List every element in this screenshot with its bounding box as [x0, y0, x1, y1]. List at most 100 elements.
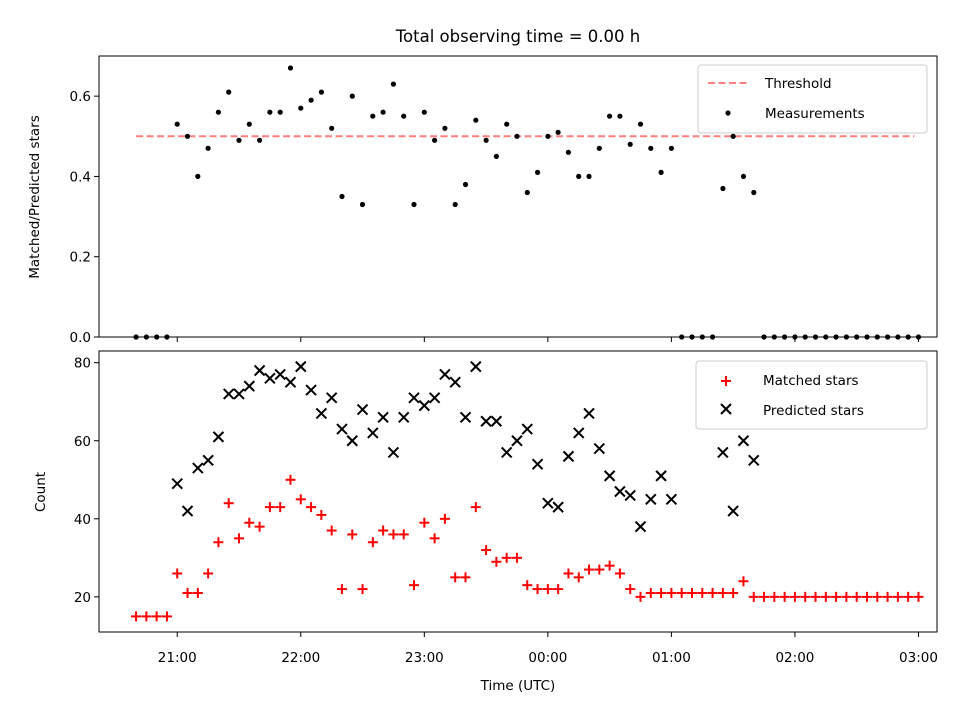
top-legend: Threshold Measurements: [697, 64, 928, 134]
measurement-point: [184, 133, 191, 139]
top-y-tick-label: 0.4: [70, 169, 91, 185]
matched-star-marker: [532, 584, 543, 595]
bottom-y-tick-label: 60: [74, 434, 91, 450]
predicted-star-marker: [192, 462, 204, 474]
measurement-point: [370, 113, 376, 119]
bottom-y-tick-label: 80: [74, 356, 91, 372]
measurement-point: [524, 189, 530, 196]
measurement-point: [359, 201, 366, 208]
matched-stars-points: [131, 474, 924, 622]
predicted-star-marker: [181, 505, 194, 517]
measurement-point: [277, 109, 283, 115]
measurement-point: [246, 121, 252, 127]
matched-star-marker: [388, 529, 399, 540]
matched-star-marker: [429, 533, 440, 544]
matched-star-marker: [851, 591, 862, 602]
matched-star-marker: [789, 591, 800, 602]
measurement-point: [607, 113, 613, 119]
measurement-point: [730, 133, 736, 139]
measurement-point: [308, 97, 314, 103]
top-y-ticks: 0.0 0.2 0.4 0.6: [70, 89, 99, 346]
matched-star-marker: [676, 587, 687, 598]
measurement-point: [205, 145, 211, 151]
measurement-point: [720, 185, 726, 192]
predicted-star-marker: [305, 384, 317, 396]
measurement-point: [390, 81, 396, 87]
top-y-tick-label: 0.2: [70, 250, 91, 266]
measurement-point: [452, 201, 458, 208]
bottom-x-tick-label: 21:00: [158, 650, 197, 666]
matched-star-marker: [491, 556, 502, 567]
measurement-point: [751, 189, 757, 196]
matched-star-marker: [450, 572, 461, 583]
measurement-point: [617, 113, 623, 119]
predicted-star-marker: [284, 376, 297, 388]
measurement-point: [596, 145, 602, 151]
matched-star-marker: [831, 591, 842, 602]
predicted-stars-points: [171, 360, 760, 533]
matched-star-marker: [800, 591, 811, 602]
predicted-star-marker: [212, 431, 225, 443]
matched-star-marker: [573, 572, 584, 583]
measurement-point: [195, 173, 201, 179]
predicted-star-marker: [531, 458, 544, 470]
matched-star-marker: [542, 584, 553, 595]
measurement-point: [493, 153, 499, 159]
predicted-star-marker: [459, 411, 472, 424]
predicted-star-marker: [356, 403, 369, 416]
matched-star-marker: [481, 545, 492, 556]
measurement-point: [339, 193, 345, 200]
predicted-star-marker: [418, 399, 431, 412]
bottom-y-tick-label: 20: [74, 590, 91, 606]
measurement-point: [401, 113, 407, 119]
predicted-star-marker: [336, 423, 348, 435]
predicted-star-marker: [171, 477, 183, 490]
predicted-star-marker: [449, 376, 461, 388]
matched-star-marker: [563, 568, 574, 579]
matched-star-marker: [553, 584, 564, 595]
predicted-star-marker: [325, 392, 338, 404]
bottom-x-tick-label: 00:00: [528, 650, 567, 666]
top-panel: 0.0 0.2 0.4 0.6 Matched/Predicted stars Thr…: [27, 55, 938, 346]
top-y-axis-label: Matched/Predicted stars: [27, 115, 43, 278]
measurement-point: [432, 137, 438, 143]
predicted-star-marker: [562, 450, 575, 463]
predicted-star-marker: [573, 427, 585, 439]
matched-star-marker: [203, 568, 214, 579]
bottom-x-tick-label: 03:00: [899, 650, 938, 666]
matched-star-marker: [522, 580, 533, 591]
measurement-point: [380, 109, 386, 115]
matched-star-marker: [213, 537, 224, 548]
measurement-point: [215, 109, 221, 115]
top-y-tick-label: 0.6: [70, 89, 91, 105]
matched-star-marker: [234, 533, 245, 544]
measurement-point: [637, 121, 644, 127]
matched-star-marker: [728, 587, 739, 598]
predicted-star-marker: [624, 489, 636, 502]
predicted-star-marker: [264, 372, 276, 385]
matched-star-marker: [244, 517, 255, 528]
predicted-star-marker: [593, 442, 606, 455]
measurement-point: [349, 93, 355, 99]
measurement-point: [473, 117, 479, 123]
matched-star-marker: [604, 560, 615, 571]
predicted-star-marker: [500, 446, 513, 459]
matched-star-marker: [913, 591, 924, 602]
measurement-point: [329, 125, 335, 131]
measurement-point: [648, 145, 654, 151]
matched-star-marker: [378, 525, 389, 536]
predicted-star-marker: [295, 360, 307, 373]
predicted-star-marker: [439, 368, 451, 381]
predicted-star-marker: [645, 493, 657, 506]
x-axis-label: Time (UTC): [480, 678, 556, 694]
measurement-point: [586, 173, 592, 179]
matched-star-marker: [306, 502, 317, 513]
measurement-point: [267, 109, 273, 115]
matched-star-marker: [861, 591, 872, 602]
predicted-star-marker: [202, 454, 214, 466]
matched-star-marker: [326, 525, 337, 536]
matched-star-marker: [738, 576, 749, 587]
matched-star-marker: [707, 587, 718, 598]
matched-star-marker: [666, 587, 677, 598]
